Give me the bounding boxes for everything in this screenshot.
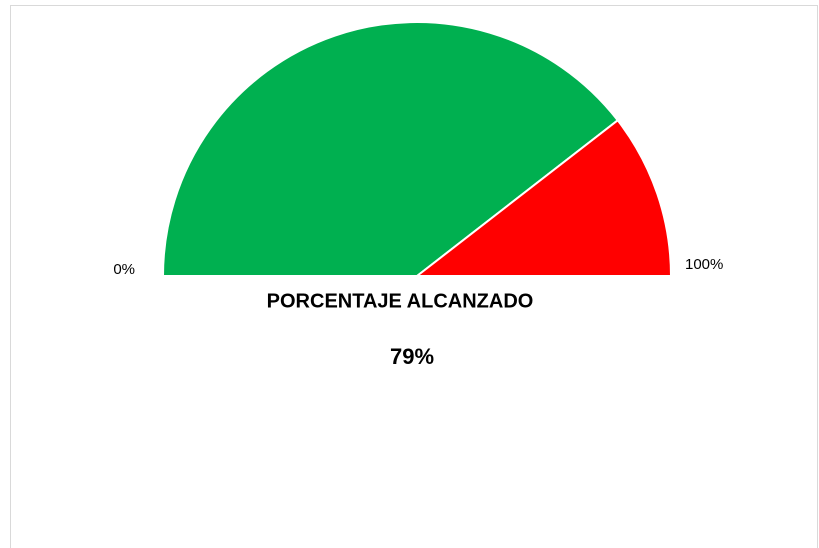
value-label: 79% <box>390 344 434 369</box>
gauge-segment <box>161 21 620 277</box>
x-tick-label: 0% <box>113 261 135 278</box>
chart-title: PORCENTAJE ALCANZADO <box>267 290 534 312</box>
x-tick-label: 100% <box>685 256 723 273</box>
gauge-remainder <box>414 118 673 277</box>
